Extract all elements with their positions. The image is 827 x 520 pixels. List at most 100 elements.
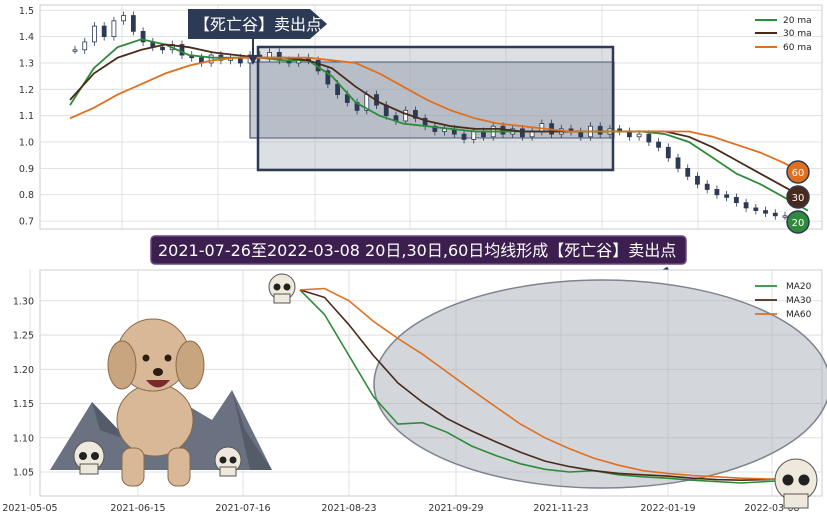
ma20-badge: 20 [786, 210, 810, 234]
candle-body [160, 46, 165, 51]
candle-body [442, 128, 447, 132]
bottom-x-tick-label: 2021-06-15 [110, 503, 165, 514]
top-series-line-20ma [69, 38, 809, 212]
bottom-x-tick-label: 2021-07-16 [215, 503, 270, 514]
top-y-tick-label: 0.9 [19, 164, 34, 175]
candle-body [753, 207, 759, 211]
candle-body [656, 141, 661, 148]
top-y-axis: 1.5 1.4 1.3 1.2 1.1 1.0 0.9 0.8 0.7 [19, 6, 34, 228]
candle-body [335, 83, 341, 95]
bottom-x-tick-label: 2021-05-05 [2, 503, 57, 514]
top-series-line-60ma [69, 56, 809, 178]
bottom-y-axis: 1.30 1.25 1.20 1.15 1.10 1.05 [13, 296, 34, 478]
skull-icon [268, 273, 296, 304]
candle-body [597, 125, 603, 135]
candle-body [325, 70, 331, 85]
valley-ellipse [373, 279, 827, 489]
candle-body [772, 212, 778, 217]
skull-icon [214, 446, 242, 477]
ma20-badge-label: 20 [792, 218, 805, 229]
callout-label: 2021-07-26至2022-03-08 20日,30日,60日均线形成【死亡… [158, 241, 676, 260]
top-banner-label: 【死亡谷】卖出点 [194, 15, 322, 34]
candle-body [140, 30, 146, 43]
top-ma-lines [69, 38, 809, 212]
candle-body [72, 49, 78, 52]
candle-body [111, 20, 117, 38]
top-grid [40, 5, 822, 229]
top-banner: 【死亡谷】卖出点 [188, 9, 327, 65]
legend-label-MA60: MA60 [786, 310, 812, 320]
candle-body [724, 194, 730, 198]
death-valley-callout: 2021-07-26至2022-03-08 20日,30日,60日均线形成【死亡… [150, 235, 687, 297]
top-y-tick-label: 0.8 [19, 190, 34, 201]
top-y-tick-label: 1.1 [19, 111, 34, 122]
bottom-series-line-MA20 [299, 289, 791, 484]
bottom-y-tick-label: 1.30 [13, 296, 34, 307]
top-y-tick-label: 1.0 [19, 138, 34, 149]
candle-body [101, 25, 107, 38]
legend-label-MA20: MA20 [786, 282, 812, 292]
bottom-x-tick-label: 2021-11-23 [533, 503, 588, 514]
legend-label-MA30: MA30 [786, 296, 812, 306]
candle-body [403, 110, 409, 122]
ma30-badge: 30 [786, 185, 810, 209]
top-y-tick-label: 1.5 [19, 6, 34, 17]
top-y-tick-label: 1.3 [19, 58, 34, 69]
candle-body [665, 146, 671, 159]
candle-body [344, 94, 350, 103]
ma60-badge-label: 60 [792, 168, 805, 179]
bottom-y-tick-label: 1.20 [13, 365, 34, 376]
candle-body [636, 133, 642, 138]
candle-body [685, 167, 691, 177]
candle-body [92, 25, 97, 43]
bottom-series-line-MA60 [299, 287, 791, 481]
candle-body [130, 15, 136, 32]
legend-label-20ma: 20 ma [783, 16, 812, 26]
candle-body [519, 128, 525, 138]
valley-outer-box [256, 45, 615, 172]
bottom-y-tick-label: 1.25 [13, 331, 34, 342]
bottom-series-line-MA30 [299, 289, 791, 482]
bottom-x-axis: 2021-05-05 2021-06-15 2021-07-16 2021-08-23… [2, 503, 799, 514]
candle-body [704, 183, 710, 190]
candle-body [782, 215, 788, 218]
candle-body [675, 157, 681, 169]
bottom-ma-lines [299, 287, 791, 484]
skull-icon [774, 458, 818, 509]
top-y-tick-label: 1.2 [19, 85, 34, 96]
ma60-badge: 60 [786, 160, 810, 184]
bottom-y-tick-label: 1.15 [13, 399, 34, 410]
candle-body [646, 133, 652, 143]
bottom-x-tick-label: 2021-09-29 [428, 503, 483, 514]
top-y-tick-label: 1.4 [19, 32, 34, 43]
top-panel: 1.5 1.4 1.3 1.2 1.1 1.0 0.9 0.8 0.7 20 ma 30 ma … [19, 4, 823, 234]
bottom-legend: MA20 MA30 MA60 [755, 282, 812, 320]
candle-body [179, 44, 185, 56]
candle-body [714, 189, 720, 196]
bottom-x-tick-label: 2021-08-23 [321, 503, 376, 514]
candle-body [763, 210, 768, 214]
poodle-icon [107, 318, 205, 487]
bottom-y-tick-label: 1.05 [13, 468, 34, 479]
candle-body [413, 110, 418, 119]
bottom-x-tick-label: 2022-01-19 [640, 503, 695, 514]
bottom-y-tick-label: 1.10 [13, 433, 34, 444]
candle-body [82, 41, 88, 51]
legend-label-30ma: 30 ma [783, 29, 812, 39]
skull-icon [73, 440, 105, 475]
down-arrow-icon [248, 55, 258, 65]
top-legend: 20 ma 30 ma 60 ma [755, 16, 812, 53]
candle-body [743, 202, 749, 209]
bottom-x-tick-label: 2022-03-08 [744, 503, 799, 514]
candle-body [695, 175, 700, 185]
top-series-line-30ma [69, 43, 809, 201]
bottom-panel: 1.301.251.201.151.101.05 2021-05-05 2021-… [2, 269, 827, 514]
candle-body [461, 133, 467, 140]
candle-body [208, 54, 214, 64]
candle-body [121, 15, 127, 22]
candle-body [733, 196, 739, 204]
legend-label-60ma: 60 ma [783, 43, 812, 53]
top-y-tick-label: 0.7 [19, 217, 34, 228]
ma30-badge-label: 30 [792, 193, 805, 204]
